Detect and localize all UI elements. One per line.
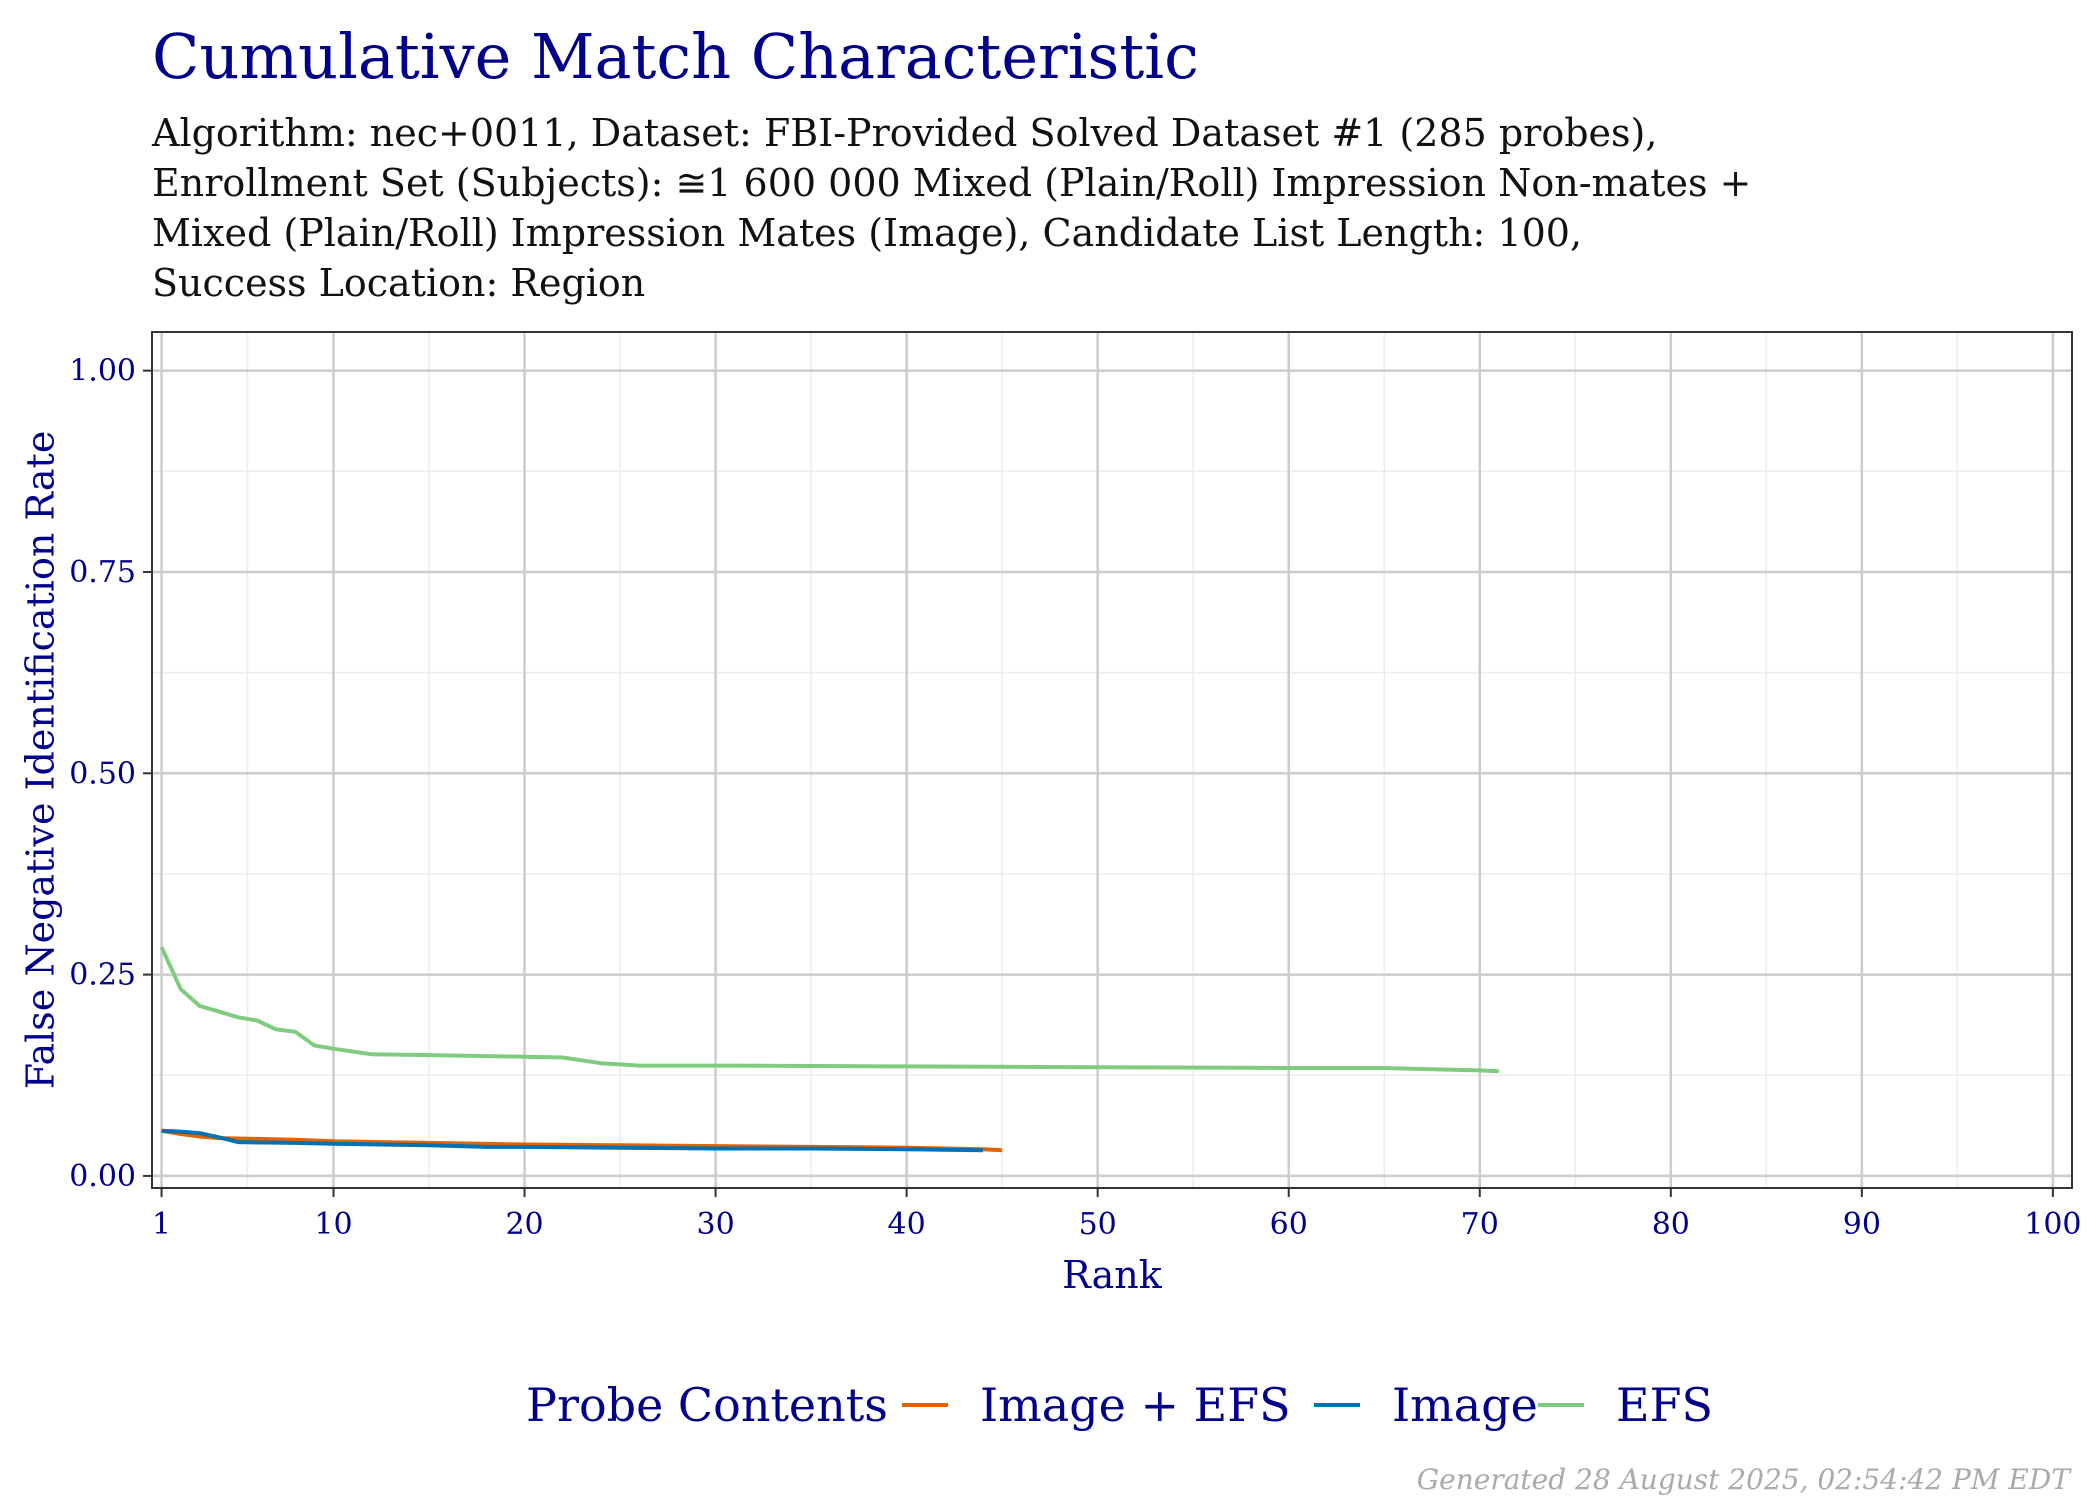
subtitle-line: Algorithm: nec+0011, Dataset: FBI-Provid… <box>152 111 1658 155</box>
x-tick-label: 10 <box>314 1207 352 1242</box>
y-tick-label: 0.75 <box>69 555 136 590</box>
x-tick-label: 80 <box>1652 1207 1690 1242</box>
legend: Probe Contents Image + EFS Image EFS <box>526 1378 1713 1432</box>
chart-subtitle: Algorithm: nec+0011, Dataset: FBI-Provid… <box>152 108 1751 308</box>
subtitle-line: Success Location: Region <box>152 261 646 305</box>
chart-title: Cumulative Match Characteristic <box>152 20 1199 93</box>
grid-layer <box>152 332 2072 1188</box>
x-tick-label: 50 <box>1079 1207 1117 1242</box>
y-tick-label: 0.00 <box>69 1159 136 1194</box>
series-line-image <box>161 1128 984 1153</box>
y-tick-label: 0.25 <box>69 958 136 993</box>
axis-layer: 1 10 20 30 40 50 60 70 80 90 100 0.00 0.25 0.50 0.75 1.… <box>69 354 2081 1242</box>
x-tick-label: 60 <box>1270 1207 1308 1242</box>
series-layer <box>159 946 1499 1153</box>
x-axis-label: Rank <box>1062 1253 1163 1297</box>
y-tick-label: 1.00 <box>69 354 136 389</box>
legend-item-label: Image + EFS <box>980 1378 1291 1432</box>
x-tick-label: 90 <box>1843 1207 1881 1242</box>
plot-frame <box>151 331 2073 1189</box>
y-axis-label: False Negative Identification Rate <box>19 431 63 1090</box>
legend-title: Probe Contents <box>526 1378 888 1432</box>
x-tick-label: 30 <box>696 1207 734 1242</box>
x-tick-label: 70 <box>1461 1207 1499 1242</box>
x-tick-label: 100 <box>2024 1207 2081 1242</box>
generated-timestamp: Generated 28 August 2025, 02:54:42 PM ED… <box>1416 1463 2070 1496</box>
y-tick-label: 0.50 <box>69 756 136 791</box>
x-tick-label: 1 <box>152 1207 171 1242</box>
series-line-efs <box>159 946 1499 1074</box>
legend-item-label: Image <box>1392 1378 1538 1432</box>
subtitle-line: Mixed (Plain/Roll) Impression Mates (Ima… <box>152 211 1583 255</box>
subtitle-line: Enrollment Set (Subjects): ≅1 600 000 Mi… <box>152 161 1752 205</box>
legend-item-label: EFS <box>1616 1378 1713 1432</box>
x-tick-label: 40 <box>888 1207 926 1242</box>
x-tick-label: 20 <box>505 1207 543 1242</box>
